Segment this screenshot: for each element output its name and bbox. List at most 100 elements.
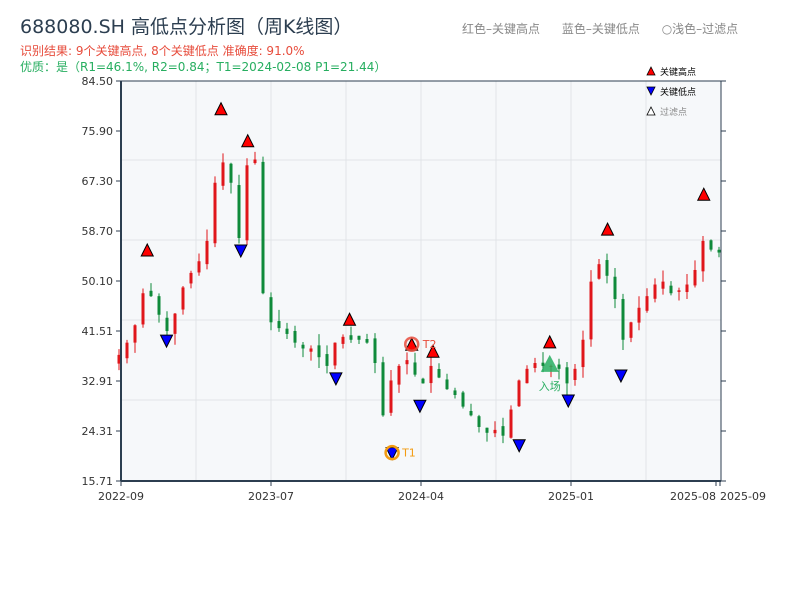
candle-body — [421, 378, 425, 384]
candle-body — [709, 240, 713, 250]
candle-body — [413, 362, 417, 375]
key-high-marker — [214, 101, 228, 116]
candle-body — [125, 342, 129, 359]
legend-low-label: 关键低点 — [660, 86, 696, 98]
candle-body — [645, 296, 649, 311]
key-high-marker — [140, 242, 155, 257]
legend-red: 红色–关键高点 — [462, 22, 541, 36]
candle-body — [669, 285, 673, 294]
candle-body — [525, 368, 529, 384]
candle-body — [301, 344, 305, 349]
candle-body — [373, 338, 377, 364]
legend: 关键高点 关键低点 过滤点 — [646, 66, 696, 118]
candle-body — [397, 365, 401, 385]
key-low-marker — [159, 334, 174, 349]
candle-body — [589, 281, 593, 340]
candle-body — [189, 272, 193, 284]
y-tick-label: 15.71 — [82, 475, 114, 488]
x-tick-label: 2025-01 — [548, 490, 594, 503]
candle-body — [341, 336, 345, 344]
candle-body — [597, 264, 601, 279]
candle-body — [285, 328, 289, 334]
candle-body — [693, 269, 697, 286]
candle-body — [173, 313, 177, 334]
candle-body — [445, 379, 449, 390]
candle-body — [677, 290, 681, 292]
candle-body — [293, 330, 297, 343]
key-low-marker — [329, 372, 343, 387]
t2-label: T2 — [422, 338, 437, 351]
x-tick-label: 2023-07 — [248, 490, 294, 503]
chart-title: 688080.SH 高低点分析图（周K线图） — [20, 16, 353, 38]
candle-body — [437, 369, 441, 378]
key-high-marker — [542, 334, 557, 349]
candle-body — [317, 345, 321, 358]
entry-label: 入场 — [539, 379, 561, 393]
key-high-marker — [240, 133, 255, 148]
candle-body — [165, 317, 169, 332]
candle-body — [365, 339, 369, 343]
t2-circle — [403, 336, 420, 352]
candle-body — [381, 362, 385, 416]
candle-body — [565, 367, 569, 384]
key-low-marker — [561, 394, 576, 409]
candle-body — [653, 284, 657, 299]
candle-body — [157, 296, 161, 315]
candle-body — [277, 321, 281, 329]
candle-body — [621, 299, 625, 340]
candle-body — [485, 427, 489, 433]
candle-body — [269, 297, 273, 323]
key-high-marker — [696, 187, 711, 201]
candle-body — [453, 390, 457, 395]
candle-body — [469, 410, 473, 416]
legend-filtered-icon — [646, 106, 656, 116]
candle-body — [501, 426, 505, 436]
color-legend: 红色–关键高点 蓝色–关键低点 ○浅色–过滤点 — [462, 20, 756, 37]
recognition-result: 识别结果: 9个关键高点, 8个关键低点 准确度: 91.0% — [20, 44, 305, 58]
key-low-marker — [233, 244, 248, 259]
key-low-marker — [413, 399, 427, 414]
candle-body — [149, 290, 153, 297]
candle-body — [477, 416, 481, 427]
y-tick-label: 84.50 — [82, 75, 114, 88]
candle-body — [213, 182, 217, 244]
legend-high-icon — [646, 66, 656, 76]
candle-body — [429, 365, 433, 384]
candle-body — [245, 165, 249, 241]
x-tick-label: 2025-09 — [720, 490, 766, 503]
y-tick-label: 75.90 — [82, 125, 114, 138]
candle-body — [573, 368, 577, 381]
candle-body — [357, 335, 361, 340]
legend-filtered-label: 过滤点 — [660, 106, 687, 118]
candle-body — [517, 380, 521, 407]
legend-blue: 蓝色–关键低点 — [561, 22, 640, 36]
entry-marker — [540, 354, 559, 372]
candle-body — [325, 354, 329, 366]
candle-body — [629, 322, 633, 338]
candle-body — [461, 392, 465, 407]
legend-low-icon — [646, 86, 656, 96]
candle-body — [605, 260, 609, 276]
candle-body — [685, 284, 689, 293]
t1-label: T1 — [401, 447, 416, 460]
candle-body — [133, 325, 137, 343]
key-high-marker — [426, 344, 440, 358]
candle-body — [541, 362, 545, 366]
candle-body — [333, 342, 337, 366]
y-tick-label: 58.70 — [82, 225, 114, 238]
y-tick-label: 24.31 — [82, 425, 114, 438]
legend-filtered: ○浅色–过滤点 — [661, 22, 739, 36]
candle-body — [533, 363, 537, 368]
key-low-marker — [385, 447, 399, 461]
candle-body — [493, 429, 497, 434]
y-tick-label: 50.10 — [82, 275, 114, 288]
candle-body — [701, 240, 705, 272]
candle-body — [181, 287, 185, 310]
x-tick-label: 2025-08 — [670, 490, 716, 503]
candle-body — [509, 409, 513, 438]
candle-body — [557, 364, 561, 369]
key-low-marker — [512, 439, 526, 453]
candle-body — [613, 276, 617, 300]
candle-body — [349, 335, 353, 340]
candle-body — [117, 354, 121, 364]
